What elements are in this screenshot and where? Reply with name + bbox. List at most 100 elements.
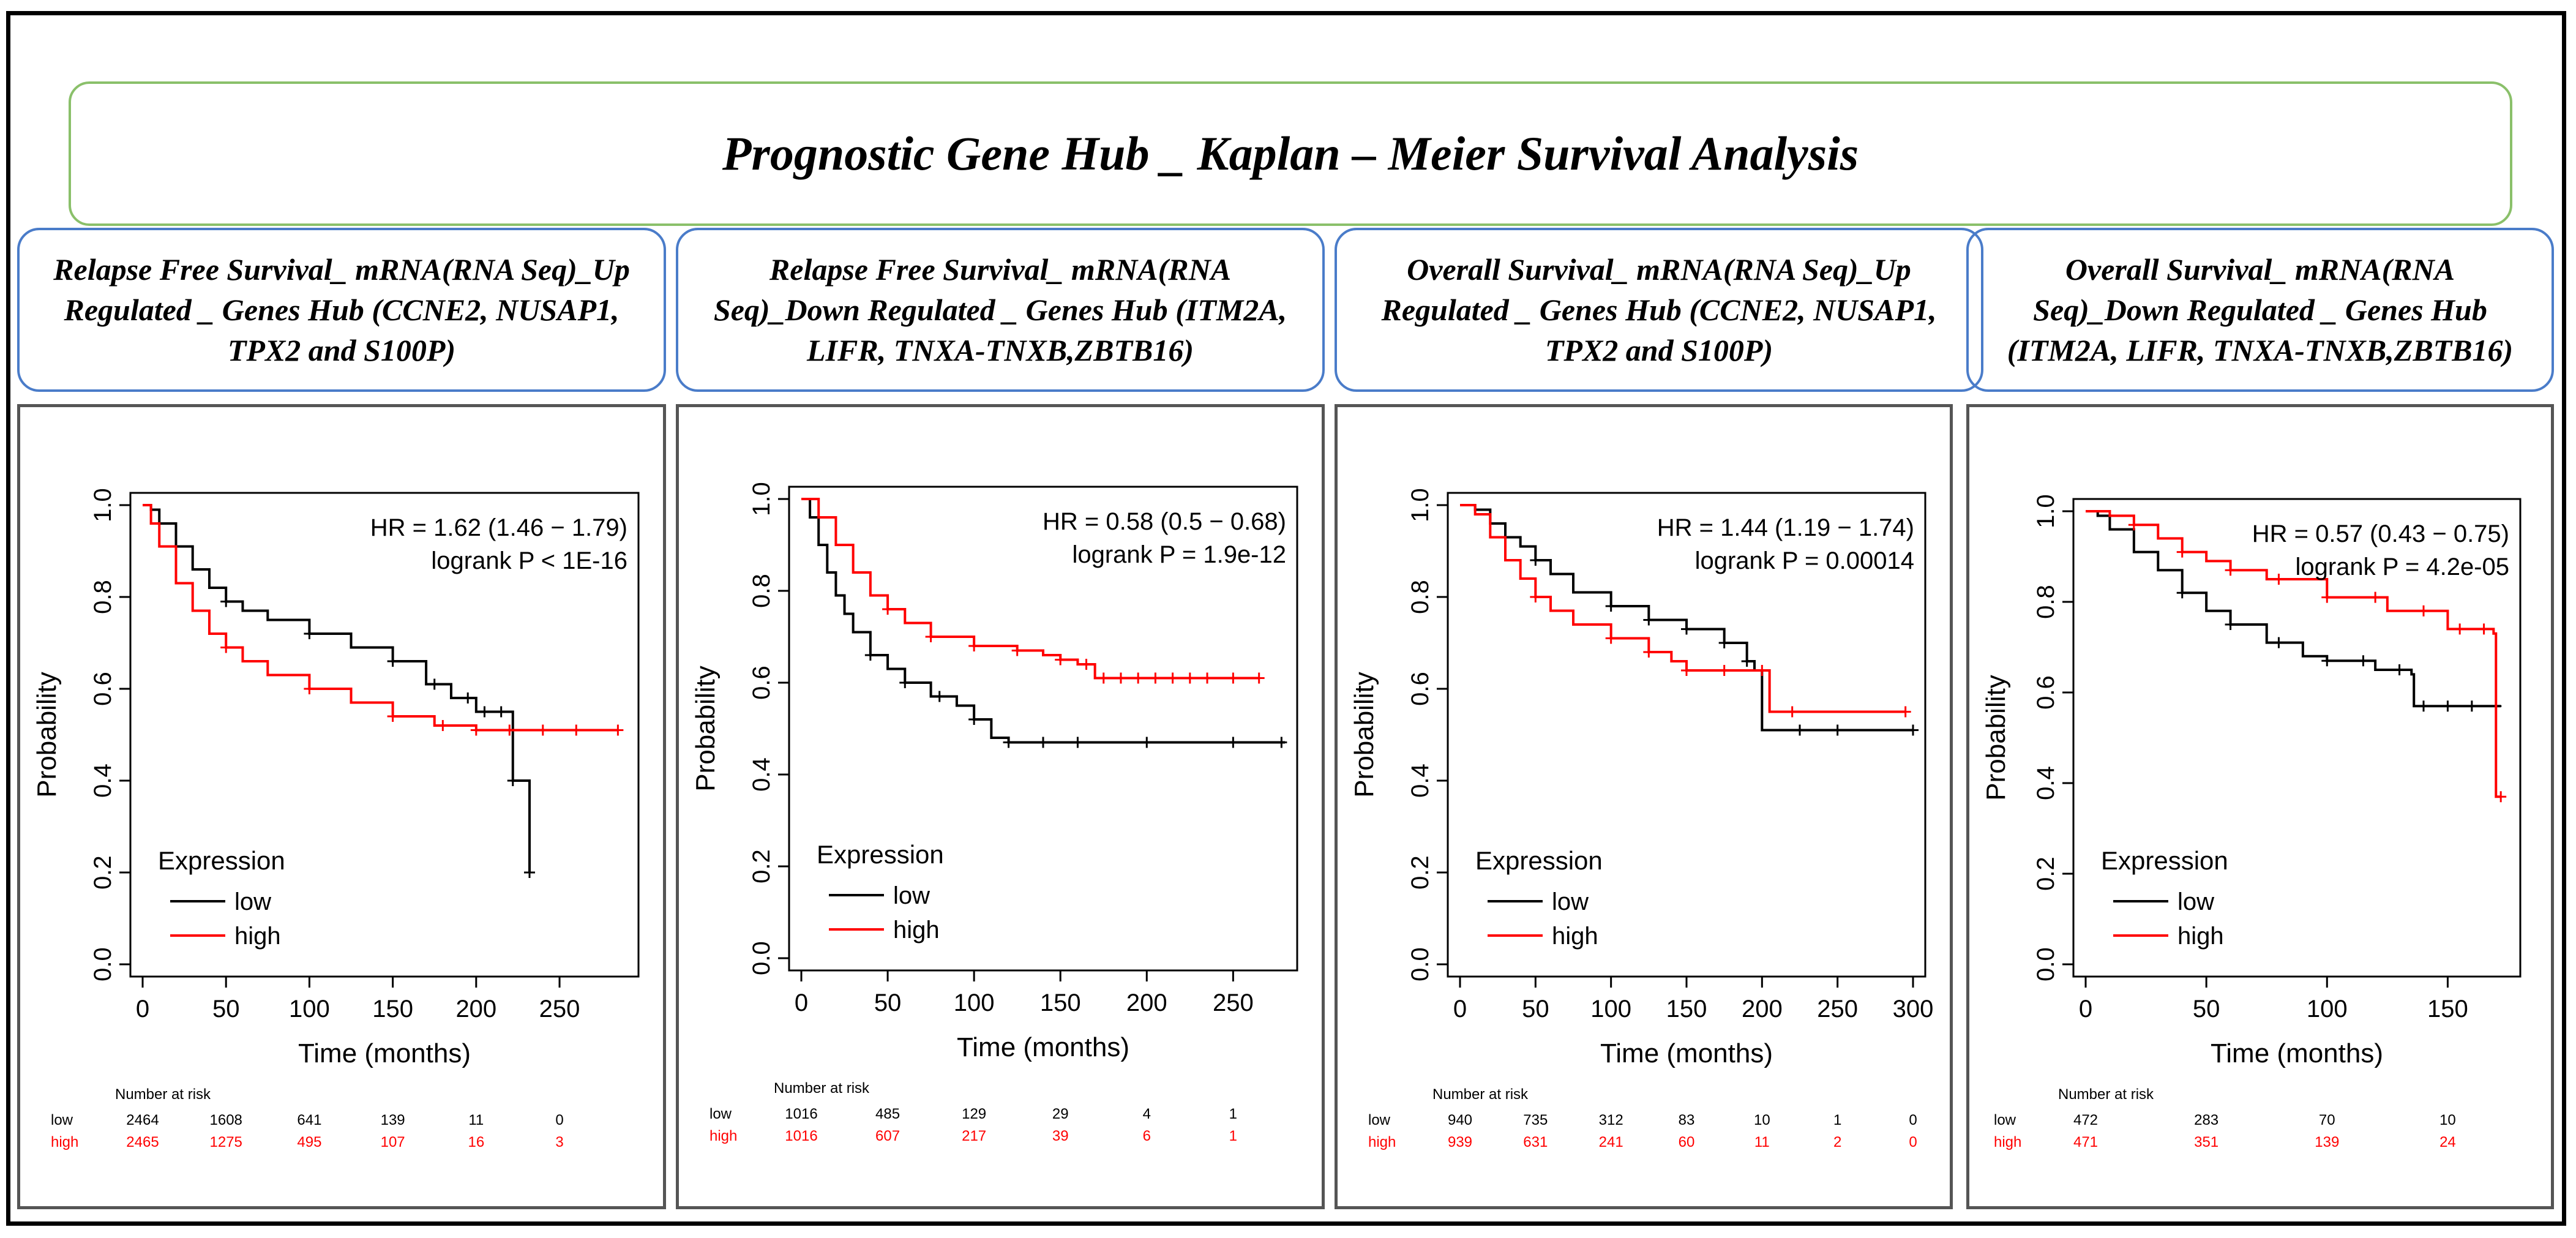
censor-mark-high bbox=[1718, 665, 1730, 676]
risk-count-low: 70 bbox=[2319, 1112, 2335, 1128]
censor-mark-high bbox=[2321, 591, 2333, 603]
censor-mark-high bbox=[1133, 672, 1144, 684]
risk-count-high: 1 bbox=[1229, 1128, 1237, 1144]
risk-count-low: 11 bbox=[468, 1112, 484, 1128]
y-axis-label: Probability bbox=[691, 666, 721, 791]
censor-mark-low bbox=[1741, 656, 1753, 667]
logrank-p-label: logrank P = 1.9e-12 bbox=[1072, 541, 1286, 568]
y-tick-label: 0.8 bbox=[89, 580, 116, 614]
risk-count-low: 83 bbox=[1679, 1112, 1695, 1128]
risk-row-label-high: high bbox=[1994, 1134, 2021, 1150]
censor-mark-low bbox=[304, 628, 315, 639]
risk-table-title: Number at risk bbox=[115, 1086, 211, 1103]
risk-count-high: 471 bbox=[2073, 1134, 2098, 1150]
legend-label-high: high bbox=[234, 923, 281, 950]
logrank-p-label: logrank P = 4.2e-05 bbox=[2295, 553, 2509, 580]
risk-count-high: 0 bbox=[1909, 1134, 1917, 1150]
x-tick-label: 150 bbox=[1666, 996, 1707, 1022]
hazard-ratio-label: HR = 1.62 (1.46 − 1.79) bbox=[370, 514, 627, 541]
censor-mark-high bbox=[470, 724, 482, 736]
risk-count-high: 60 bbox=[1679, 1134, 1695, 1150]
y-tick-label: 0.8 bbox=[748, 574, 775, 608]
risk-count-low: 1608 bbox=[210, 1112, 242, 1128]
risk-count-high: 1275 bbox=[210, 1134, 242, 1150]
censor-mark-low bbox=[1794, 724, 1805, 736]
y-axis-label: Probability bbox=[1349, 672, 1379, 797]
censor-mark-low bbox=[387, 656, 399, 667]
legend-label-low: low bbox=[893, 882, 930, 909]
censor-mark-low bbox=[2466, 700, 2477, 712]
x-tick-label: 200 bbox=[455, 996, 496, 1022]
censor-mark-high bbox=[304, 683, 315, 694]
y-tick-label: 0.6 bbox=[1407, 672, 1434, 706]
x-tick-label: 100 bbox=[289, 996, 330, 1022]
risk-count-low: 485 bbox=[875, 1106, 900, 1122]
censor-mark-high bbox=[1167, 672, 1178, 684]
y-tick-label: 0.6 bbox=[748, 666, 775, 700]
censor-mark-low bbox=[1681, 623, 1692, 635]
y-tick-label: 0.2 bbox=[2032, 857, 2059, 891]
legend-label-low: low bbox=[2177, 888, 2214, 915]
censor-mark-high bbox=[882, 604, 894, 615]
risk-count-low: 312 bbox=[1599, 1112, 1623, 1128]
x-tick-label: 0 bbox=[1453, 996, 1467, 1022]
risk-row-label-high: high bbox=[710, 1128, 737, 1144]
risk-count-high: 107 bbox=[381, 1134, 405, 1150]
censor-mark-high bbox=[1184, 672, 1196, 684]
censor-mark-high bbox=[2454, 623, 2466, 635]
x-axis-label: Time (months) bbox=[2211, 1038, 2383, 1068]
risk-table-title: Number at risk bbox=[774, 1080, 870, 1097]
y-tick-label: 1.0 bbox=[2032, 494, 2059, 528]
risk-count-high: 1016 bbox=[785, 1128, 817, 1144]
legend-title: Expression bbox=[817, 840, 944, 869]
km-plot-3: 0.00.20.40.60.81.00 50 100 150 200 250 300Time… bbox=[1349, 488, 1933, 1150]
censor-mark-low bbox=[507, 775, 519, 786]
x-tick-label: 0 bbox=[136, 996, 149, 1022]
km-plot-1: 0.0 0.2 0.4 0.6 0.8 1.0 0 50 100 150 200 250 Time (m… bbox=[32, 488, 640, 1150]
hazard-ratio-label: HR = 0.58 (0.5 − 0.68) bbox=[1043, 508, 1286, 535]
censor-mark-high bbox=[925, 631, 937, 642]
x-tick-label: 150 bbox=[372, 996, 413, 1022]
censor-mark-low bbox=[1643, 614, 1655, 626]
censor-mark-high bbox=[1150, 672, 1161, 684]
risk-count-low: 283 bbox=[2194, 1112, 2218, 1128]
y-tick-label: 0.2 bbox=[748, 849, 775, 883]
y-tick-label: 0.0 bbox=[89, 947, 116, 981]
censor-mark-low bbox=[864, 650, 876, 661]
censor-mark-high bbox=[1786, 706, 1798, 718]
risk-count-high: 607 bbox=[875, 1128, 900, 1144]
censor-mark-high bbox=[2273, 574, 2285, 585]
risk-count-high: 39 bbox=[1052, 1128, 1069, 1144]
censor-mark-high bbox=[1530, 591, 1541, 602]
logrank-p-label: logrank P = 0.00014 bbox=[1695, 547, 1914, 574]
censor-mark-low bbox=[1141, 737, 1153, 748]
risk-count-low: 0 bbox=[555, 1112, 563, 1128]
km-panel-3: 0.0 0.2 0.4 0.6 0.8 1.0 0 50 100 150 200 250 300 Time… bbox=[1335, 404, 1953, 1209]
risk-table-title: Number at risk bbox=[1432, 1086, 1529, 1103]
risk-row-label-low: low bbox=[710, 1106, 732, 1122]
logrank-p-label: logrank P < 1E-16 bbox=[431, 547, 627, 574]
risk-count-high: 11 bbox=[1754, 1134, 1770, 1150]
panel-header-2: Relapse Free Survival_ mRNA(RNA Seq)_Dow… bbox=[676, 228, 1325, 392]
censor-mark-high bbox=[968, 640, 980, 651]
y-tick-label: 1.0 bbox=[1407, 488, 1434, 522]
km-panel-2: 0.0 0.2 0.4 0.6 0.8 1.0 0 50 100 150 200 250 Time (m… bbox=[676, 404, 1325, 1209]
risk-count-high: 351 bbox=[2194, 1134, 2218, 1150]
censor-mark-high bbox=[504, 724, 515, 736]
censor-mark-high bbox=[2176, 546, 2188, 558]
censor-mark-low bbox=[462, 692, 474, 703]
x-tick-label: 0 bbox=[2079, 996, 2092, 1022]
censor-mark-low bbox=[1908, 724, 1919, 736]
censor-mark-low bbox=[2176, 587, 2188, 599]
risk-count-high: 631 bbox=[1523, 1134, 1548, 1150]
censor-mark-low bbox=[1530, 555, 1541, 566]
y-tick-label: 0.4 bbox=[748, 757, 775, 792]
censor-mark-low bbox=[2273, 637, 2285, 648]
km-panel-1: 0.0 0.2 0.4 0.6 0.8 1.0 0 50 100 150 200 250 Time (m… bbox=[17, 404, 666, 1209]
censor-mark-low bbox=[2442, 700, 2454, 712]
y-tick-label: 0.0 bbox=[1407, 947, 1434, 981]
plot-area bbox=[788, 486, 1298, 972]
censor-mark-high bbox=[1681, 665, 1692, 676]
censor-mark-low bbox=[1276, 737, 1287, 748]
risk-row-label-high: high bbox=[51, 1134, 78, 1150]
